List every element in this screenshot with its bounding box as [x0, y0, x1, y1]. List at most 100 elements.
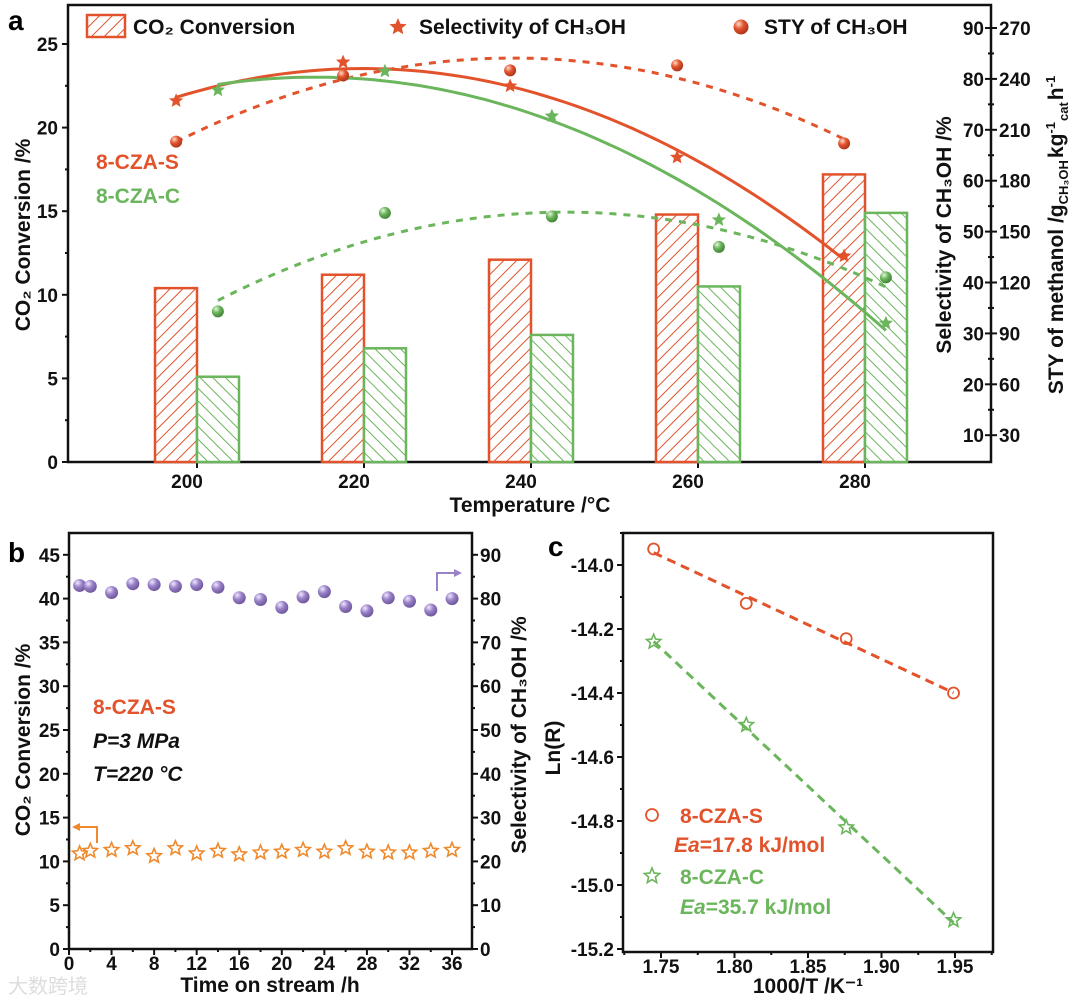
- conversion-star: [208, 841, 228, 859]
- sty-point-8-cza-s: [504, 64, 517, 77]
- selectivity-point: [232, 591, 246, 605]
- data-point-8-cza-c: [644, 632, 663, 650]
- bar-8-cza-c: [529, 333, 575, 464]
- bar-8-cza-s: [821, 173, 867, 464]
- selectivity-star-8-cza-s: [503, 78, 518, 93]
- conversion-star: [400, 843, 419, 861]
- sample-label: 8-CZA-S: [93, 696, 176, 719]
- y2-tick-label: 30: [480, 809, 501, 830]
- x-tick-label: 4: [106, 954, 117, 975]
- y-tick-label: 40: [39, 590, 60, 611]
- x-axis-title: 1000/T /K⁻¹: [753, 975, 863, 995]
- y-tick-label: 10: [39, 852, 60, 873]
- x-tick-label: 12: [186, 954, 207, 975]
- selectivity-fit-line-8-cza-s: [175, 66, 846, 261]
- conversion-star: [123, 838, 142, 856]
- linear-fit-line-8-cza-c: [652, 640, 955, 924]
- bar-8-cza-s: [320, 273, 366, 464]
- sty-point-8-cza-c: [211, 305, 224, 318]
- selectivity-star-8-cza-s: [837, 248, 852, 263]
- data-point-8-cza-c: [737, 715, 756, 733]
- selectivity-star-8-cza-s: [670, 149, 685, 164]
- y2-tick-label: 0: [480, 940, 491, 961]
- x-axis-title: Temperature /°C: [450, 494, 611, 517]
- x-tick-label: 1.75: [643, 957, 680, 978]
- legend-label-c: 8-CZA-C: [680, 866, 764, 889]
- y-tick-label: 20: [37, 119, 58, 140]
- panel-a: Temperature /°C CO₂ Conversion /% Select…: [12, 3, 1071, 517]
- selectivity-point: [254, 592, 268, 606]
- y3-tick-label: 240: [999, 70, 1031, 91]
- conversion-star: [357, 842, 377, 860]
- x-tick-label: 0: [64, 954, 75, 975]
- y-tick-label: 5: [49, 896, 60, 917]
- y-tick-label: -14.0: [571, 556, 614, 577]
- conversion-star: [102, 840, 121, 858]
- y-tick-label: 25: [39, 721, 61, 742]
- y-tick-label: -14.2: [571, 620, 614, 641]
- y2-tick-label: 70: [480, 633, 501, 654]
- conversion-star: [230, 844, 249, 863]
- conversion-star: [187, 843, 206, 862]
- sty-point-8-cza-c: [879, 271, 892, 284]
- plot-frame: [621, 531, 995, 954]
- activation-energy-s: Ea=17.8 kJ/mol: [674, 834, 825, 857]
- selectivity-point: [168, 579, 182, 593]
- watermark: 大数跨境: [8, 975, 88, 995]
- right-axis-arrow-icon: [436, 572, 458, 591]
- sty-point-8-cza-s: [170, 135, 183, 148]
- conversion-star: [442, 840, 462, 858]
- y-tick-label: 10: [37, 286, 58, 307]
- y3-tick-label: 150: [999, 223, 1031, 244]
- x-tick-label: 1.90: [863, 957, 900, 978]
- y-axis-title: CO₂ Conversion /%: [12, 138, 35, 331]
- y2-tick-label: 90: [963, 19, 984, 40]
- bar-8-cza-s: [153, 286, 199, 464]
- y-tick-label: 45: [39, 546, 61, 567]
- y2-tick-label: 20: [480, 852, 501, 873]
- bar-8-cza-c: [195, 375, 241, 464]
- y2-tick-label: 40: [480, 765, 501, 786]
- conversion-star: [315, 842, 334, 860]
- y3-tick-label: 180: [999, 172, 1031, 193]
- selectivity-star-8-cza-c: [544, 108, 559, 123]
- y2-axis-title: Selectivity of CH₃OH /%: [933, 116, 956, 354]
- selectivity-point: [211, 580, 225, 594]
- y2-tick-label: 40: [963, 274, 984, 295]
- y3-tick-label: 270: [999, 19, 1031, 40]
- selectivity-star-8-cza-c: [210, 82, 225, 97]
- y-tick-label: -14.6: [571, 748, 614, 769]
- selectivity-point: [105, 585, 119, 599]
- panel-label-b: b: [8, 537, 25, 568]
- pressure-label: P=3 MPa: [93, 730, 180, 753]
- selectivity-point: [296, 590, 310, 604]
- selectivity-point: [445, 592, 459, 606]
- y3-title-kg: kg: [1045, 134, 1068, 159]
- legend-co2-conversion: CO₂ Conversion: [133, 16, 295, 39]
- y-tick-label: 15: [39, 809, 61, 830]
- y-tick-label: -14.4: [571, 684, 615, 705]
- y-tick-label: 5: [47, 369, 58, 390]
- legend-star-icon: [642, 865, 662, 885]
- selectivity-point: [83, 579, 97, 593]
- sty-point-8-cza-c: [545, 210, 558, 223]
- bar-8-cza-s: [487, 258, 533, 464]
- selectivity-star-8-cza-c: [711, 212, 726, 226]
- selectivity-fit-line-8-cza-c: [217, 75, 887, 332]
- ea-symbol: Ea: [674, 834, 700, 857]
- y3-tick-label: 30: [999, 426, 1020, 447]
- right-arrowhead-icon: [454, 569, 462, 577]
- y3-title-h: h: [1045, 87, 1068, 100]
- y-axis-title: Ln(R): [542, 721, 565, 776]
- y-tick-label: -15.2: [571, 940, 614, 961]
- x-tick-label: 260: [672, 472, 704, 493]
- y2-tick-label: 60: [963, 172, 984, 193]
- selectivity-point: [190, 578, 204, 592]
- temperature-label: T=220 °C: [93, 763, 183, 786]
- y-tick-label: 20: [39, 765, 60, 786]
- y2-tick-label: 50: [963, 223, 984, 244]
- selectivity-point: [275, 600, 289, 614]
- conversion-star: [293, 840, 313, 858]
- conversion-star: [379, 843, 398, 861]
- legend-sphere-icon: [733, 19, 749, 35]
